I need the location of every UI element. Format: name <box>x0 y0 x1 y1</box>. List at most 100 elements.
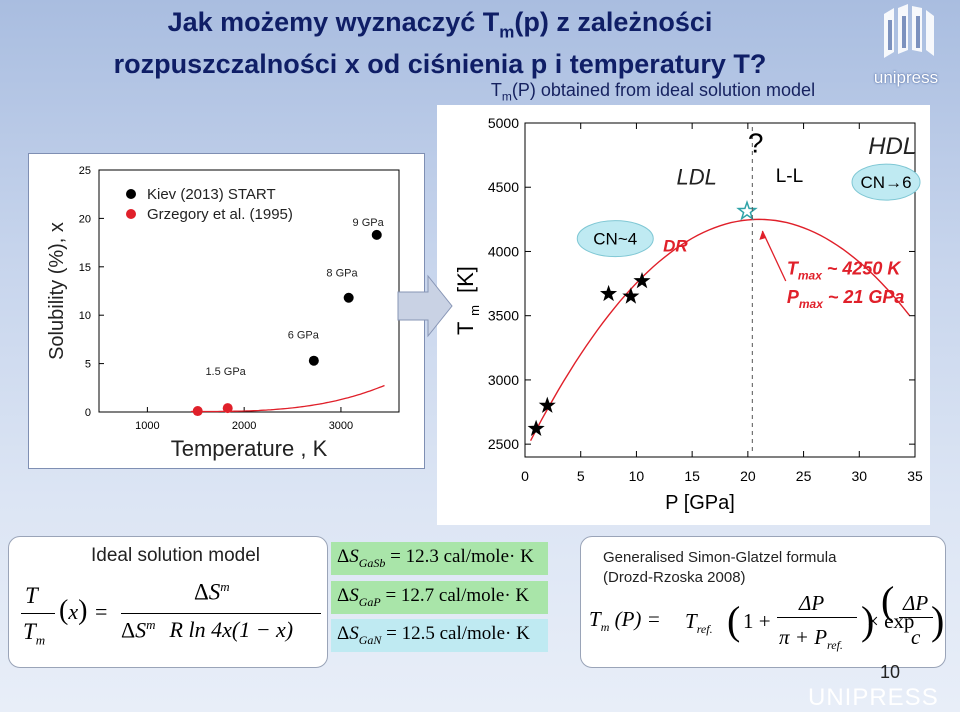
sg-right-paren: ) <box>861 598 875 643</box>
left-y-tick-label: 15 <box>79 262 91 274</box>
right-x-tick-label: 25 <box>796 468 812 484</box>
eq-Tm: Tm <box>23 619 46 648</box>
max-point-star <box>736 199 758 221</box>
left-x-tick-label: 1000 <box>135 420 159 432</box>
fraction-line-right <box>121 613 321 614</box>
left-y-tick-label: 5 <box>85 359 91 371</box>
dr-label: DR <box>663 236 688 255</box>
hdl-label: HDL <box>868 133 916 160</box>
right-arrow-shape <box>397 274 453 338</box>
ll-label: L-L <box>776 166 803 187</box>
right-y-tick-label: 4000 <box>488 243 519 259</box>
right-y-tick-label: 3000 <box>488 372 519 388</box>
left-legend-marker <box>126 209 136 219</box>
entropy-gan-row: ΔSGaN = 12.5 cal/mole· K <box>331 619 548 652</box>
left-legend-label: Kiev (2013) START <box>147 186 276 203</box>
sg-delta-p-num: ΔP <box>799 591 825 615</box>
right-y-tick-label: 5000 <box>488 115 519 131</box>
page-number: 10 <box>880 662 901 682</box>
simon-glatzel-box: Generalised Simon-Glatzel formula (Drozd… <box>580 536 946 668</box>
eq-equals: = <box>95 599 108 624</box>
left-x-tick-label: 2000 <box>232 420 256 432</box>
left-y-tick-label: 20 <box>79 213 91 225</box>
tmax-arrow <box>761 230 787 282</box>
sg-exp-delta-p: ΔP <box>903 591 929 615</box>
left-x-tick-label: 3000 <box>329 420 353 432</box>
entropy-gasb-row: ΔSGaSb = 12.3 cal/mole· K <box>331 542 548 575</box>
ideal-solution-model-box: Ideal solution model T Tm (x) = ΔSm ΔSm R… <box>8 536 328 668</box>
right-x-tick-label: 5 <box>577 468 585 484</box>
right-arrow-icon <box>397 274 453 338</box>
sg-pi-plus-p: π + Pref. <box>779 625 843 653</box>
left-fit-curve <box>190 384 385 413</box>
right-x-tick-label: 30 <box>851 468 867 484</box>
tmax-arrow-head <box>759 230 767 240</box>
left-legend-label: Grzegory et al. (1995) <box>147 206 293 223</box>
fraction-line-left <box>21 613 55 614</box>
right-y-tick-label: 4500 <box>488 179 519 195</box>
right-x-tick-label: 10 <box>629 468 645 484</box>
melting-temperature-chart-panel: 0 5 10 15 20 25 30 35 2500 3000 3500 4000 4500 5000 P … <box>437 105 930 525</box>
right-x-tick-label: 20 <box>740 468 756 484</box>
sg-fraction-line <box>777 617 857 618</box>
sg-times-exp: × exp <box>867 609 915 633</box>
eq-T: T <box>25 583 38 608</box>
right-data-star <box>538 396 556 413</box>
sg-heading-2: (Drozd-Rzoska 2008) <box>603 569 746 586</box>
right-y-tick-label: 3500 <box>488 308 519 324</box>
eq-denominator: ΔSm R ln 4x(1 − x) <box>121 617 294 643</box>
left-y-tick-label: 25 <box>79 165 91 177</box>
logo-text: unipress <box>873 68 939 87</box>
entropy-gan-text: ΔSGaN = 12.5 cal/mole· K <box>337 623 530 647</box>
right-x-tick-label: 35 <box>907 468 923 484</box>
sg-exp-paren-right: ) <box>931 598 945 643</box>
sg-exp-c: c <box>911 625 921 649</box>
right-plot-frame <box>524 122 916 458</box>
right-chart-title: Tm(P) obtained from ideal solution model <box>490 80 816 104</box>
left-data-point <box>371 229 382 240</box>
right-data-star <box>622 287 640 304</box>
slide-title: Jak możemy wyznaczyć Tm(p) z zależności … <box>20 6 860 80</box>
eq-numerator: ΔSm <box>194 579 230 605</box>
entropy-gasb-text: ΔSGaSb = 12.3 cal/mole· K <box>337 546 534 570</box>
melting-temperature-chart: 0 5 10 15 20 25 30 35 2500 3000 3500 4000 4500 5000 P … <box>453 115 923 514</box>
left-pressure-annotation: 8 GPa <box>326 267 358 279</box>
right-data-star <box>600 284 618 302</box>
right-data-star <box>633 272 651 289</box>
left-pressure-annotation: 6 GPa <box>288 329 320 341</box>
cn6-label: CN→6 <box>861 173 912 192</box>
right-x-axis-label: P [GPa] <box>665 492 735 514</box>
left-pressure-annotation: 9 GPa <box>353 217 385 229</box>
ideal-model-heading: Ideal solution model <box>91 545 260 566</box>
right-x-tick-label: 0 <box>521 468 529 484</box>
cn4-label: CN~4 <box>593 230 637 249</box>
right-y-axis-label: T m[K] <box>453 266 482 335</box>
sg-left-paren: ( <box>727 598 741 643</box>
sg-one-plus: 1 + <box>743 609 771 633</box>
unipress-logo-icon <box>884 4 934 58</box>
left-y-tick-label: 10 <box>79 310 91 322</box>
left-y-tick-label: 0 <box>85 407 91 419</box>
right-x-tick-label: 15 <box>684 468 700 484</box>
left-y-axis-label: Solubility (%), x <box>46 222 68 360</box>
title-line-1: Jak możemy wyznaczyć Tm(p) z zależności <box>167 7 713 42</box>
sg-exp-fraction-line <box>899 617 933 618</box>
left-pressure-annotation: 1.5 GPa <box>205 366 246 378</box>
eq-paren-x: (x) <box>59 595 88 626</box>
left-data-point <box>192 406 203 417</box>
right-fit-curve <box>529 218 910 442</box>
left-data-point <box>343 292 354 303</box>
sg-lhs: Tm (P) = <box>589 607 661 635</box>
sg-exp-paren-left: ( <box>881 578 895 623</box>
tmax-label: Tmax ~ 4250 K <box>787 259 903 283</box>
ldl-label: LDL <box>677 165 717 190</box>
left-legend-marker <box>126 189 136 199</box>
cn4-bubble <box>576 220 654 258</box>
cn6-bubble <box>851 163 921 201</box>
left-x-axis-label: Temperature , K <box>171 436 328 461</box>
entropy-gap-text: ΔSGaP = 12.7 cal/mole· K <box>337 585 530 609</box>
left-data-point <box>308 355 319 366</box>
pmax-label: Pmax ~ 21 GPa <box>787 287 905 311</box>
footer-brand: UNIPRESS <box>808 684 939 711</box>
sg-heading-1: Generalised Simon-Glatzel formula <box>603 549 837 566</box>
